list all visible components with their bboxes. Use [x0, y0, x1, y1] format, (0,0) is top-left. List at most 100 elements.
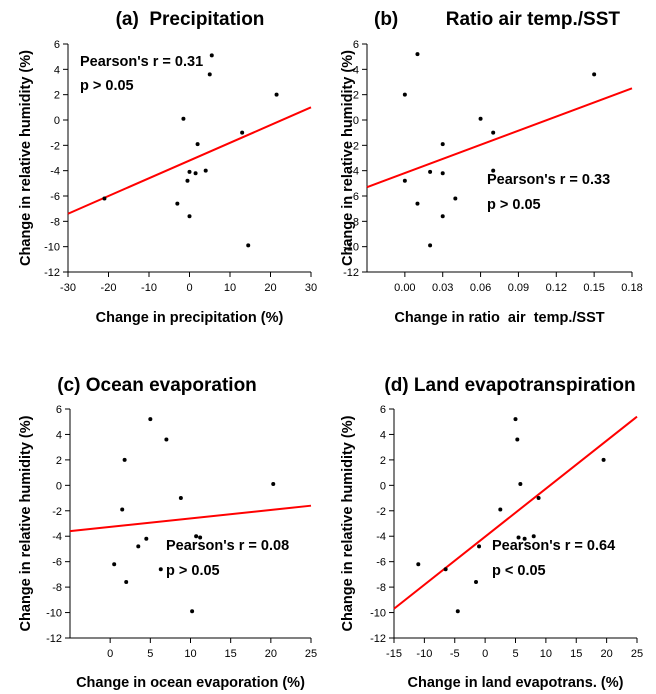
y-tick-label: -8 [50, 216, 60, 228]
x-tick-label: 0 [186, 282, 192, 294]
data-point [491, 130, 496, 135]
y-tick-label: -6 [50, 191, 60, 203]
x-tick-label: 0.09 [508, 282, 529, 294]
x-tick-label: 20 [265, 648, 277, 660]
data-point [522, 536, 527, 541]
data-point [178, 496, 183, 501]
y-tick-label: 6 [56, 404, 62, 416]
p-value-annotation: p < 0.05 [492, 563, 546, 579]
data-point [144, 536, 149, 541]
data-point [455, 609, 460, 614]
x-tick-label: 25 [305, 648, 317, 660]
panel-title: (c) Ocean evaporation [57, 375, 257, 396]
y-tick-label: -12 [370, 633, 386, 645]
x-tick-label: -5 [450, 648, 460, 660]
y-tick-label: -6 [349, 191, 359, 203]
y-tick-label: -2 [376, 506, 386, 518]
data-point [440, 171, 445, 176]
y-axis-label: Change in relative humidity (%) [18, 415, 34, 631]
data-point [601, 457, 606, 462]
data-point [443, 567, 448, 572]
x-tick-label: 15 [570, 648, 582, 660]
data-point [240, 130, 245, 135]
data-point [185, 178, 190, 183]
data-point [190, 609, 195, 614]
x-tick-label: 10 [224, 282, 236, 294]
x-tick-label: 0.00 [394, 282, 415, 294]
data-point [515, 437, 520, 442]
x-tick-label: 15 [225, 648, 237, 660]
data-point [592, 72, 597, 77]
data-point [428, 243, 433, 248]
data-point [164, 437, 169, 442]
data-point [474, 580, 479, 585]
pearson-annotation: Pearson's r = 0.31 [80, 54, 203, 70]
x-axis-label: Change in land evapotrans. (%) [408, 675, 624, 691]
data-point [198, 535, 203, 540]
y-tick-label: -4 [50, 166, 60, 178]
regression-line [67, 106, 312, 215]
x-tick-label: 5 [512, 648, 518, 660]
data-point [440, 142, 445, 147]
data-point [477, 544, 482, 549]
y-tick-label: 4 [380, 429, 386, 441]
data-point [415, 201, 420, 206]
data-point [274, 92, 279, 97]
data-point [187, 169, 192, 174]
data-point [209, 53, 214, 58]
data-point [453, 196, 458, 201]
data-point [102, 196, 107, 201]
y-tick-label: -4 [52, 531, 62, 543]
y-tick-label: -4 [349, 166, 359, 178]
p-value-annotation: p > 0.05 [487, 197, 541, 213]
data-point [120, 507, 125, 512]
data-point [536, 496, 541, 501]
regression-line [69, 504, 312, 533]
y-tick-label: -8 [52, 582, 62, 594]
data-point [516, 535, 521, 540]
y-tick-label: 0 [380, 480, 386, 492]
x-tick-label: -15 [386, 648, 402, 660]
x-tick-label: 25 [631, 648, 643, 660]
x-tick-label: -10 [141, 282, 157, 294]
data-point [513, 417, 518, 422]
data-point [498, 507, 503, 512]
y-tick-label: 6 [54, 39, 60, 51]
y-tick-label: -12 [44, 267, 60, 279]
panel-title: (a) Precipitation [116, 9, 265, 30]
y-tick-label: -10 [370, 608, 386, 620]
y-tick-label: 0 [54, 115, 60, 127]
y-tick-label: -10 [46, 608, 62, 620]
panel-2: (b) Ratio air temp./SST -12 -10 -8 -6 -4 -2 0 2 4… [340, 9, 643, 326]
data-point [246, 243, 251, 248]
y-axis-label: Change in relative humidity (%) [340, 50, 356, 266]
data-point [415, 52, 420, 57]
y-tick-label: -10 [44, 242, 60, 254]
x-tick-label: 0 [107, 648, 113, 660]
x-tick-label: 0.18 [621, 282, 642, 294]
data-point [136, 544, 141, 549]
panel-title: (d) Land evapotranspiration [384, 375, 635, 396]
y-tick-label: -12 [46, 633, 62, 645]
panel-4: (d) Land evapotranspiration -12 -10 -8 -6 -4 -… [340, 375, 643, 691]
y-tick-label: 2 [380, 455, 386, 467]
data-point [175, 201, 180, 206]
data-point [187, 214, 192, 219]
data-point [402, 178, 407, 183]
x-tick-label: 10 [540, 648, 552, 660]
y-tick-label: -12 [343, 267, 359, 279]
data-point [402, 92, 407, 97]
regression-line [366, 87, 633, 189]
y-tick-label: 0 [353, 115, 359, 127]
x-tick-label: 5 [147, 648, 153, 660]
y-tick-label: 0 [56, 480, 62, 492]
data-point [518, 482, 523, 487]
data-point [195, 142, 200, 147]
y-tick-label: -4 [376, 531, 386, 543]
y-tick-label: 6 [353, 39, 359, 51]
x-tick-label: 0.12 [546, 282, 567, 294]
p-value-annotation: p > 0.05 [80, 78, 134, 94]
x-tick-label: 10 [184, 648, 196, 660]
y-tick-label: 2 [54, 90, 60, 102]
